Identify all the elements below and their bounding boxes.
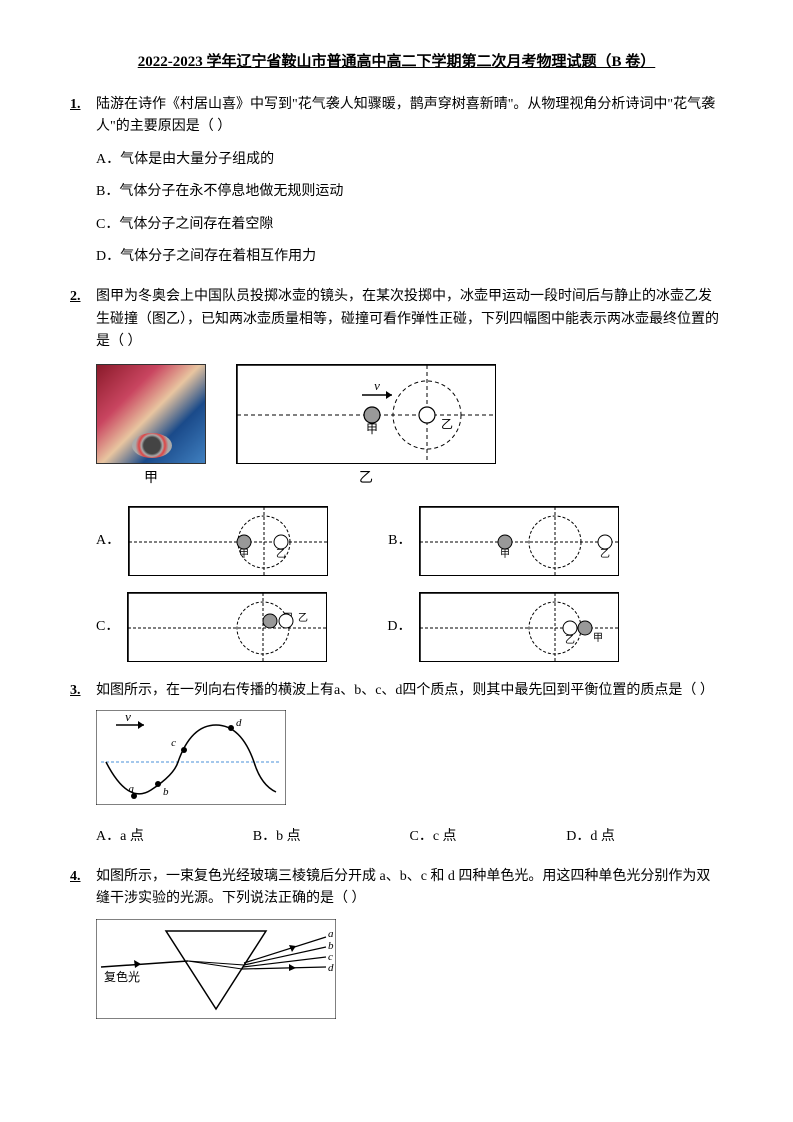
svg-text:甲: 甲: [500, 549, 510, 560]
q1-text: 陆游在诗作《村居山喜》中写到"花气袭人知骤暖，鹊声穿树喜新晴"。从物理视角分析诗…: [96, 94, 723, 139]
q3-option-a: A．a 点: [96, 826, 253, 848]
svg-text:乙: 乙: [600, 548, 610, 560]
q4-ray-d: d: [328, 962, 334, 974]
velocity-label: v: [374, 378, 380, 393]
svg-text:乙: 乙: [298, 612, 308, 624]
q3-pt-b: b: [163, 786, 169, 798]
question-2: 2. 图甲为冬奥会上中国队员投掷冰壶的镜头，在某次投掷中，冰壶甲运动一段时间后与…: [70, 286, 723, 662]
q1-option-b: B．气体分子在永不停息地做无规则运动: [96, 181, 723, 203]
q2-choice-d: D． 甲 乙: [387, 592, 619, 662]
q2-figure-yi: 甲 乙 v 乙: [236, 364, 496, 490]
q2-choice-b: B． 甲 乙: [388, 506, 619, 576]
svg-text:乙: 乙: [276, 548, 286, 560]
q1-option-d: D．气体分子之间存在着相互作用力: [96, 246, 723, 268]
q2-number: 2.: [70, 286, 90, 308]
page-title: 2022-2023 学年辽宁省鞍山市普通高中高二下学期第二次月考物理试题（B 卷…: [70, 50, 723, 74]
q2-figure-jia: 甲: [96, 364, 206, 490]
curling-photo: [96, 364, 206, 464]
stone-jia-label: 甲: [366, 422, 378, 436]
q2-choice-b-label: B．: [388, 530, 411, 552]
svg-text:乙: 乙: [565, 634, 575, 646]
q4-ray-a: a: [328, 928, 334, 940]
q2-choice-d-label: D．: [387, 616, 411, 638]
svg-text:甲: 甲: [239, 549, 249, 560]
q1-option-c: C．气体分子之间存在着空隙: [96, 214, 723, 236]
q4-prism-diagram: 复色光 a b c d: [96, 919, 336, 1019]
q3-pt-a: a: [129, 783, 135, 795]
question-3: 3. 如图所示，在一列向右传播的横波上有a、b、c、d四个质点，则其中最先回到平…: [70, 680, 723, 848]
stone-yi-label: 乙: [441, 417, 453, 431]
q3-text: 如图所示，在一列向右传播的横波上有a、b、c、d四个质点，则其中最先回到平衡位置…: [96, 680, 723, 702]
q2-choice-c: C． 甲 乙: [96, 592, 327, 662]
q3-option-c: C．c 点: [410, 826, 567, 848]
q4-text: 如图所示，一束复色光经玻璃三棱镜后分开成 a、b、c 和 d 四种单色光。用这四…: [96, 866, 723, 911]
q4-incoming-label: 复色光: [104, 970, 140, 984]
q4-number: 4.: [70, 866, 90, 888]
question-4: 4. 如图所示，一束复色光经玻璃三棱镜后分开成 a、b、c 和 d 四种单色光。…: [70, 866, 723, 1027]
q2-label-jia: 甲: [144, 468, 158, 490]
q2-choice-a: A． 甲 乙: [96, 506, 328, 576]
q2-diagram-a: 甲 乙: [128, 506, 328, 576]
q3-velocity-label: v: [125, 710, 131, 724]
q3-option-b: B．b 点: [253, 826, 410, 848]
q2-choice-a-label: A．: [96, 530, 120, 552]
q2-choice-c-label: C．: [96, 616, 119, 638]
q2-diagram-yi: 甲 乙 v: [236, 364, 496, 464]
q3-pt-d: d: [236, 717, 242, 729]
q3-option-d: D．d 点: [566, 826, 723, 848]
q2-diagram-b: 甲 乙: [419, 506, 619, 576]
q2-label-yi: 乙: [359, 468, 373, 490]
q2-diagram-d: 甲 乙: [419, 592, 619, 662]
q3-wave-diagram: v a b c d: [96, 710, 286, 805]
question-1: 1. 陆游在诗作《村居山喜》中写到"花气袭人知骤暖，鹊声穿树喜新晴"。从物理视角…: [70, 94, 723, 268]
q2-diagram-c: 甲 乙: [127, 592, 327, 662]
q1-number: 1.: [70, 94, 90, 116]
svg-text:甲: 甲: [593, 633, 603, 644]
q3-pt-c: c: [171, 737, 176, 749]
q3-number: 3.: [70, 680, 90, 702]
q1-option-a: A．气体是由大量分子组成的: [96, 149, 723, 171]
q2-text: 图甲为冬奥会上中国队员投掷冰壶的镜头，在某次投掷中，冰壶甲运动一段时间后与静止的…: [96, 286, 723, 353]
